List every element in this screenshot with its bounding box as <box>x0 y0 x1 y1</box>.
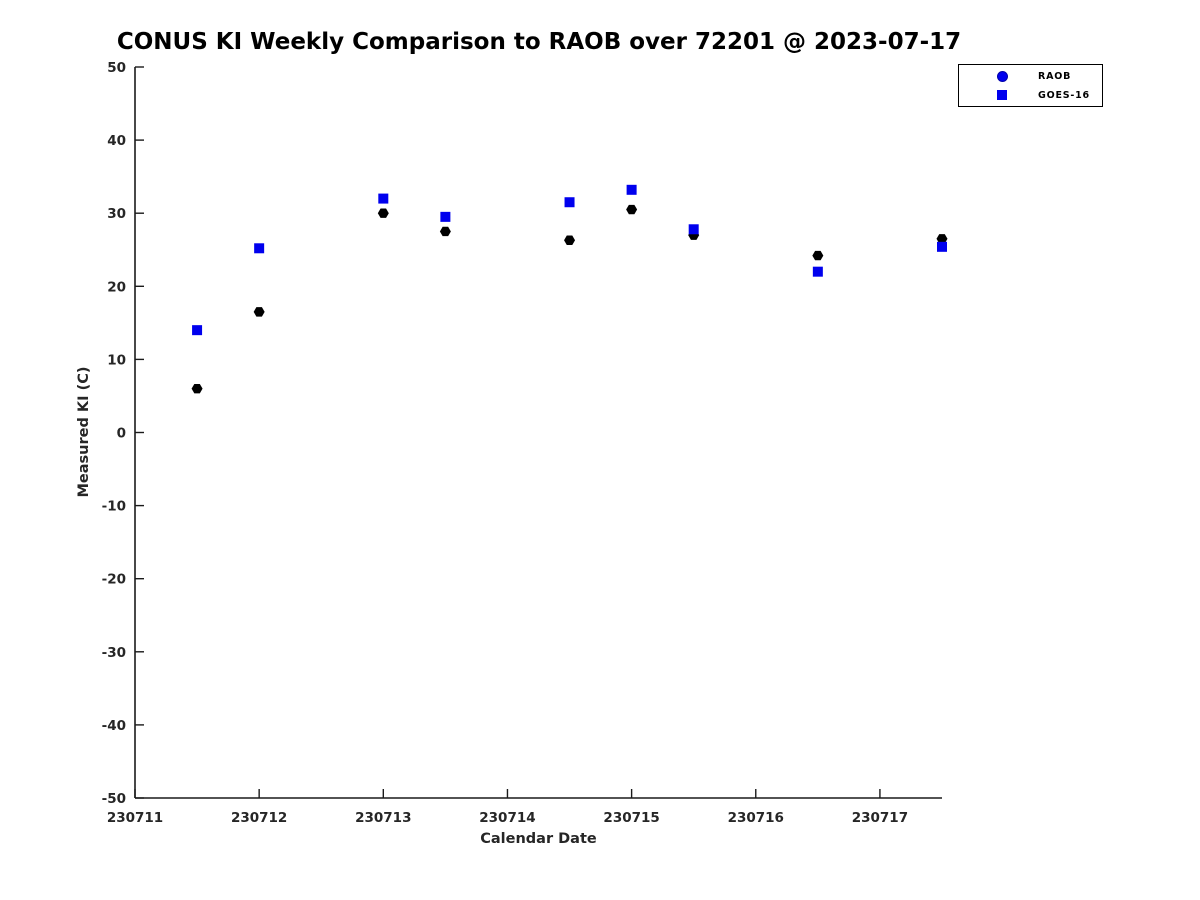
legend-label-goes16: GOES-16 <box>1038 89 1090 101</box>
goes16-data-point <box>440 211 451 222</box>
goes16-data-point <box>254 243 265 254</box>
legend-marker-slot <box>996 70 1008 82</box>
goes16-data-point <box>937 241 947 252</box>
goes16-data-point <box>378 193 389 204</box>
y-tick-label: 0 <box>117 426 126 442</box>
goes16-data-point <box>564 197 575 208</box>
goes16-data-point <box>688 224 699 235</box>
y-tick-label: -50 <box>102 791 126 807</box>
goes16-data-point <box>626 184 637 195</box>
x-tick-label: 230716 <box>728 810 784 826</box>
legend-label-raob: RAOB <box>1038 70 1072 82</box>
raob-data-point <box>812 250 824 261</box>
y-tick-label: -10 <box>102 499 126 515</box>
raob-data-point <box>191 383 203 394</box>
raob-circle-icon <box>996 70 1008 82</box>
y-tick-label: 50 <box>107 60 126 76</box>
raob-data-point <box>439 226 451 237</box>
y-tick-label: -30 <box>102 645 126 661</box>
legend-row-raob: RAOB <box>959 67 1102 86</box>
x-tick-label: 230712 <box>231 810 287 826</box>
raob-data-point <box>253 307 265 317</box>
y-tick-label: 40 <box>107 133 126 149</box>
y-tick-label: -40 <box>102 718 126 734</box>
raob-data-point <box>936 234 948 244</box>
x-tick-label: 230717 <box>852 810 908 826</box>
legend-row-goes16: GOES-16 <box>959 86 1102 105</box>
x-tick-label: 230715 <box>603 810 659 826</box>
y-tick-label: 10 <box>107 352 126 368</box>
x-tick-label: 230711 <box>107 810 163 826</box>
x-tick-label: 230713 <box>355 810 411 826</box>
legend: RAOB GOES-16 <box>958 64 1103 107</box>
goes16-data-point <box>192 325 203 336</box>
raob-data-point <box>626 204 638 215</box>
chart-title: CONUS KI Weekly Comparison to RAOB over … <box>116 29 962 55</box>
goes16-data-point <box>812 266 823 277</box>
raob-data-point <box>564 235 576 245</box>
y-tick-label: 30 <box>107 206 126 222</box>
legend-marker-slot <box>996 89 1008 101</box>
x-tick-label: 230714 <box>479 810 535 826</box>
y-tick-label: -20 <box>102 572 126 588</box>
raob-data-point <box>377 208 389 218</box>
x-axis-label: Calendar Date <box>480 831 597 847</box>
y-tick-label: 20 <box>107 279 126 295</box>
goes16-square-icon <box>997 90 1007 100</box>
